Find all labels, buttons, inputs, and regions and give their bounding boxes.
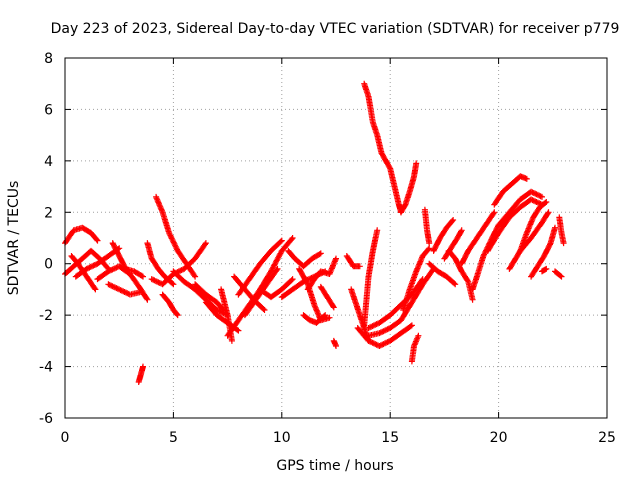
data-track	[552, 268, 565, 280]
data-point-markers	[528, 224, 558, 280]
data-track	[159, 291, 181, 319]
data-point-markers	[445, 247, 476, 303]
x-tick-label: 20	[490, 430, 508, 446]
data-track	[105, 281, 144, 298]
data-track	[400, 245, 433, 313]
data-point-markers	[484, 196, 545, 254]
data-track	[365, 265, 437, 339]
data-point-markers	[458, 209, 498, 267]
y-tick-label: -4	[39, 360, 53, 376]
data-track	[135, 363, 146, 385]
data-point-markers	[517, 199, 550, 254]
plot-frame	[64, 57, 608, 419]
data-point-markers	[330, 337, 339, 349]
x-tick-label: 5	[169, 430, 178, 446]
data-track	[192, 281, 227, 313]
data-track	[304, 255, 339, 293]
data-track	[491, 173, 530, 208]
data-track	[556, 214, 567, 247]
data-track	[144, 240, 177, 288]
data-track	[257, 276, 296, 301]
data-track	[109, 240, 146, 280]
data-track	[361, 80, 404, 216]
data-track	[361, 227, 381, 329]
y-tick-label: -6	[39, 411, 53, 427]
data-point-markers	[317, 283, 337, 311]
chart-title: Day 223 of 2023, Sidereal Day-to-day VTE…	[51, 21, 620, 37]
data-track	[408, 332, 422, 365]
data-point-markers	[426, 260, 459, 288]
data-point-markers	[354, 322, 415, 349]
data-point-markers	[135, 363, 146, 385]
data-track	[528, 224, 558, 280]
data-point-markers	[491, 173, 530, 208]
y-axis-label: SDTVAR / TECUs	[6, 181, 22, 296]
data-track	[430, 217, 457, 254]
data-point-markers	[304, 255, 339, 293]
data-point-markers	[257, 276, 296, 301]
data-track	[317, 283, 337, 311]
data-point-markers	[556, 214, 567, 247]
x-axis-label: GPS time / hours	[276, 458, 393, 474]
data-point-markers	[109, 240, 146, 280]
data-track	[445, 247, 476, 303]
y-tick-label: 6	[44, 102, 53, 118]
data-point-markers	[153, 193, 199, 280]
data-point-markers	[105, 281, 144, 298]
data-track	[539, 265, 550, 275]
x-tick-label: 25	[598, 430, 616, 446]
data-track	[426, 260, 459, 288]
data-point-markers	[144, 240, 177, 288]
data-point-markers	[421, 206, 433, 247]
data-point-markers	[361, 80, 404, 216]
data-series	[62, 80, 567, 385]
x-tick-label: 0	[61, 430, 70, 446]
data-point-markers	[361, 227, 381, 329]
data-point-markers	[192, 281, 227, 313]
tick-labels: 0 5 10 15 20 25 -6 -4 -2 0 2 4 6 8	[39, 51, 616, 446]
y-tick-label: 0	[44, 257, 53, 273]
data-point-markers	[408, 332, 422, 365]
data-track	[458, 209, 498, 267]
y-tick-label: 8	[44, 51, 53, 67]
data-track	[300, 312, 329, 326]
data-track	[354, 322, 415, 349]
data-track	[231, 273, 268, 313]
y-tick-label: 4	[44, 154, 53, 170]
data-point-markers	[300, 312, 329, 326]
data-track	[421, 206, 433, 247]
data-point-markers	[552, 268, 565, 280]
x-tick-label: 15	[381, 430, 399, 446]
y-tick-label: 2	[44, 205, 53, 221]
y-tick-label: -2	[39, 308, 53, 324]
data-point-markers	[400, 245, 433, 313]
data-track	[398, 160, 420, 216]
data-point-markers	[343, 253, 363, 270]
x-tick-label: 10	[273, 430, 291, 446]
data-point-markers	[231, 273, 268, 313]
data-track	[517, 199, 550, 254]
data-point-markers	[398, 160, 420, 216]
data-track	[343, 253, 363, 270]
data-track	[285, 247, 324, 270]
data-track	[153, 193, 199, 280]
data-point-markers	[539, 265, 550, 275]
data-point-markers	[365, 265, 437, 339]
data-track	[330, 337, 339, 349]
data-point-markers	[285, 247, 324, 270]
data-track	[484, 196, 545, 254]
data-point-markers	[430, 217, 457, 254]
data-point-markers	[159, 291, 181, 319]
